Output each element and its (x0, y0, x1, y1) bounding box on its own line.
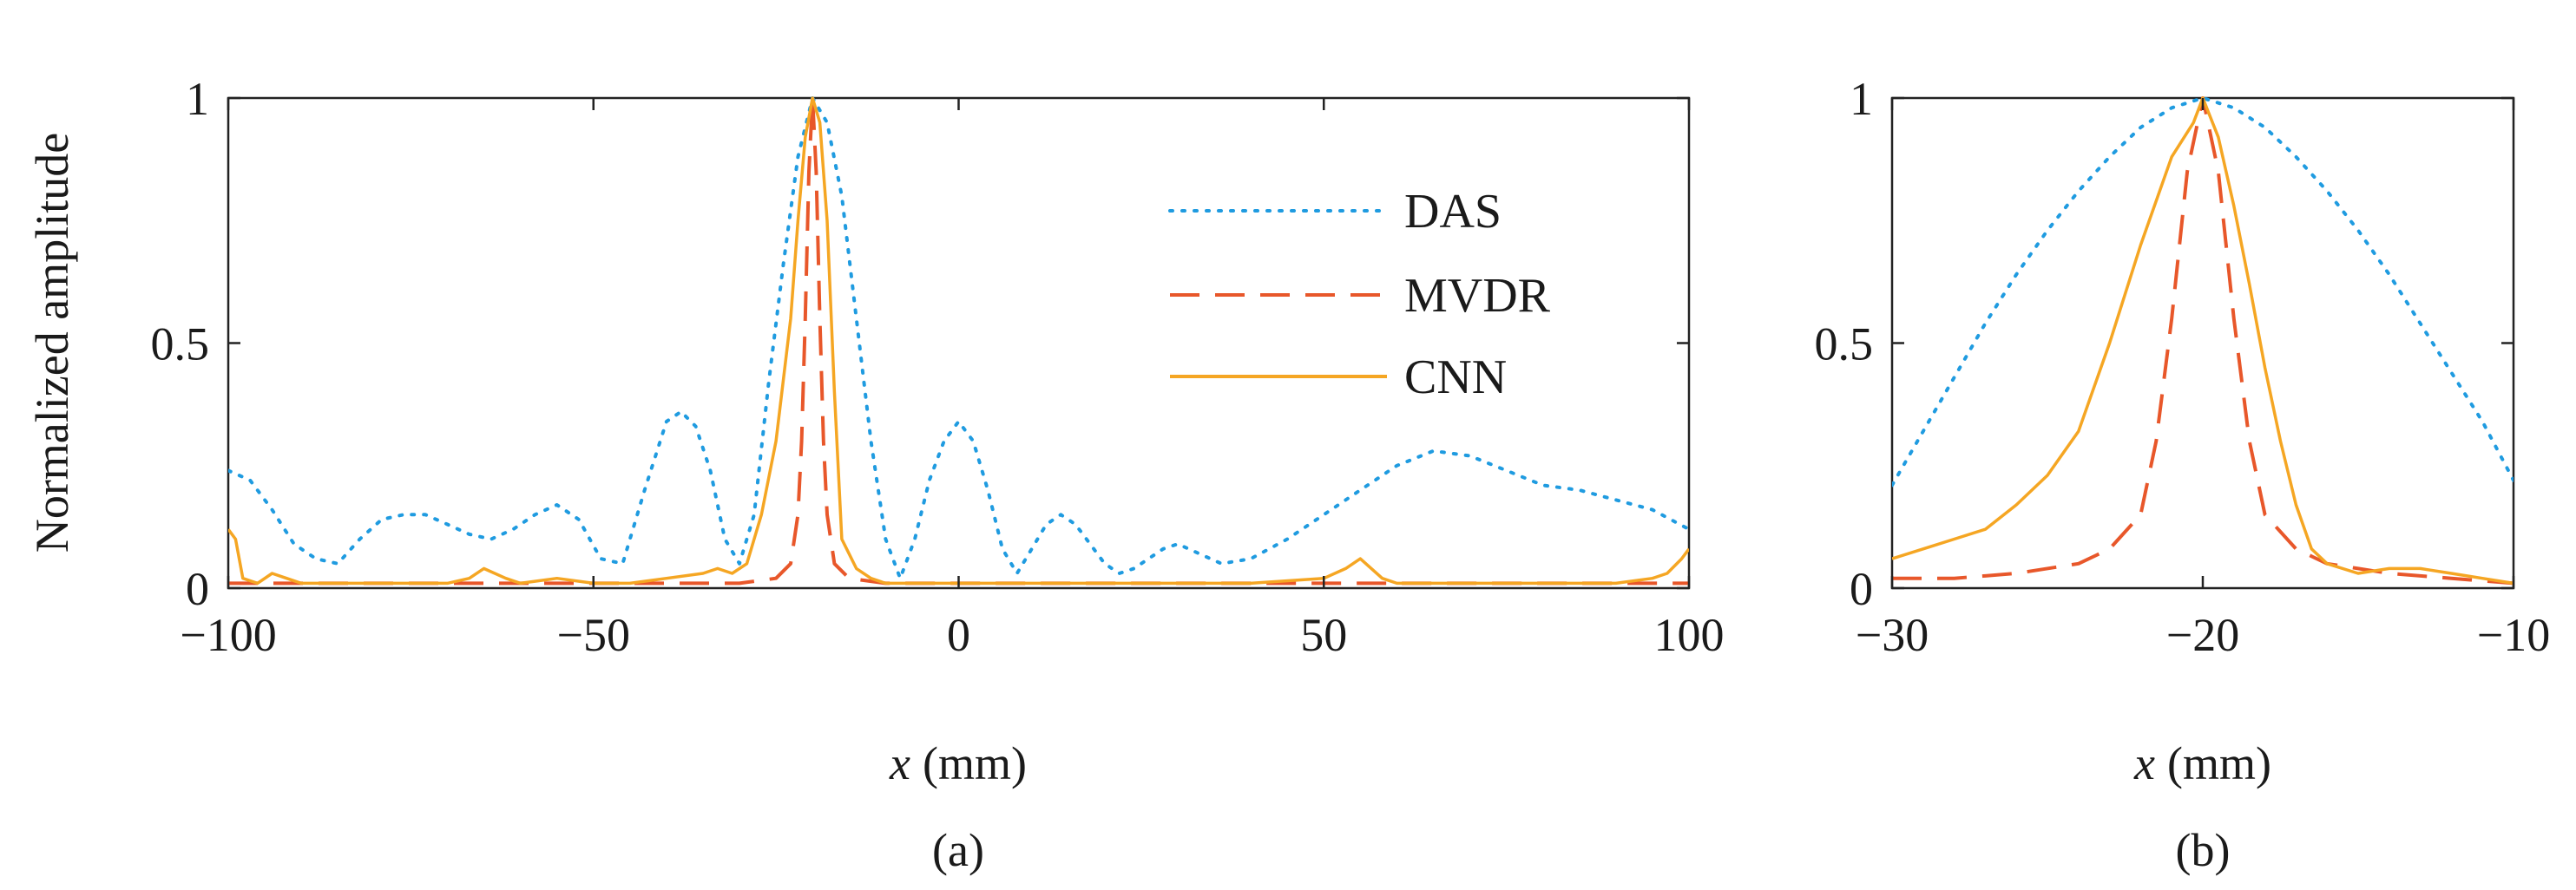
x-tick-label-a: 100 (1654, 609, 1725, 661)
x-axis-unit-a: (mm) (923, 737, 1027, 789)
series-line-cnn-b (1892, 96, 2514, 586)
series-line-cnn-a (228, 96, 1689, 586)
series-group-a (228, 96, 1689, 586)
legend-label-cnn: CNN (1404, 350, 1507, 404)
legend: DAS MVDR CNN (1168, 185, 1551, 404)
x-tick-label-b: −10 (2477, 609, 2550, 661)
y-tick-label-a: 0.5 (151, 318, 210, 370)
x-axis-variable-b: x (2133, 737, 2155, 789)
series-group-b (1892, 96, 2514, 586)
x-axis-unit-b: (mm) (2167, 737, 2271, 789)
series-line-mvdr-a (228, 96, 1689, 586)
ticks-group-b: −30 −20 −10 0 0.5 1 (1815, 73, 2551, 661)
series-line-mvdr-b (1892, 96, 2514, 586)
legend-label-mvdr: MVDR (1404, 269, 1551, 323)
ticks-group-a: −100 −50 0 50 100 0 0.5 1 (151, 73, 1725, 661)
x-tick-label-a: −100 (180, 609, 276, 661)
chart-panel-b: −30 −20 −10 0 0.5 1 x (mm) (b) (1815, 73, 2551, 876)
legend-label-das: DAS (1404, 185, 1502, 239)
y-tick-label-b: 0 (1850, 563, 1873, 615)
plot-area-a (227, 96, 1691, 590)
x-axis-label-a: x (mm) (889, 737, 1027, 789)
y-tick-label-b: 0.5 (1815, 318, 1874, 370)
x-tick-label-a: −50 (557, 609, 630, 661)
x-axis-variable-a: x (889, 737, 910, 789)
plot-area-b (1890, 96, 2515, 590)
y-axis-label-a: Normalized amplitude (26, 133, 78, 553)
y-tick-label-b: 1 (1850, 73, 1873, 125)
y-tick-label-a: 0 (186, 563, 209, 615)
caption-b: (b) (2176, 824, 2231, 876)
caption-a: (a) (932, 824, 984, 876)
x-tick-label-a: 50 (1300, 609, 1347, 661)
x-axis-label-b: x (mm) (2133, 737, 2271, 789)
x-tick-label-b: −30 (1856, 609, 1929, 661)
series-line-das-b (1892, 96, 2514, 488)
x-tick-label-a: 0 (947, 609, 970, 661)
y-tick-label-a: 1 (186, 73, 209, 125)
x-tick-label-b: −20 (2166, 609, 2239, 661)
series-line-das-a (228, 96, 1689, 580)
